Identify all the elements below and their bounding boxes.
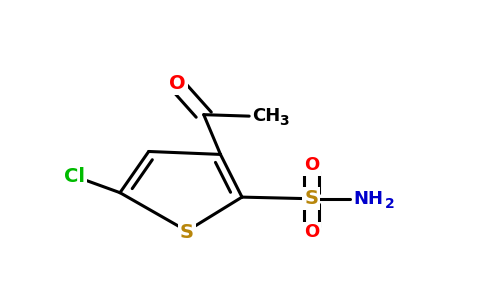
Text: O: O [304,156,319,174]
Text: 2: 2 [385,197,394,211]
Text: S: S [304,189,318,208]
Text: O: O [169,74,186,93]
Text: Cl: Cl [64,167,85,186]
Text: S: S [180,223,194,242]
Text: CH: CH [253,107,281,125]
Text: O: O [304,224,319,242]
Text: NH: NH [353,190,383,208]
Text: 3: 3 [279,114,289,128]
